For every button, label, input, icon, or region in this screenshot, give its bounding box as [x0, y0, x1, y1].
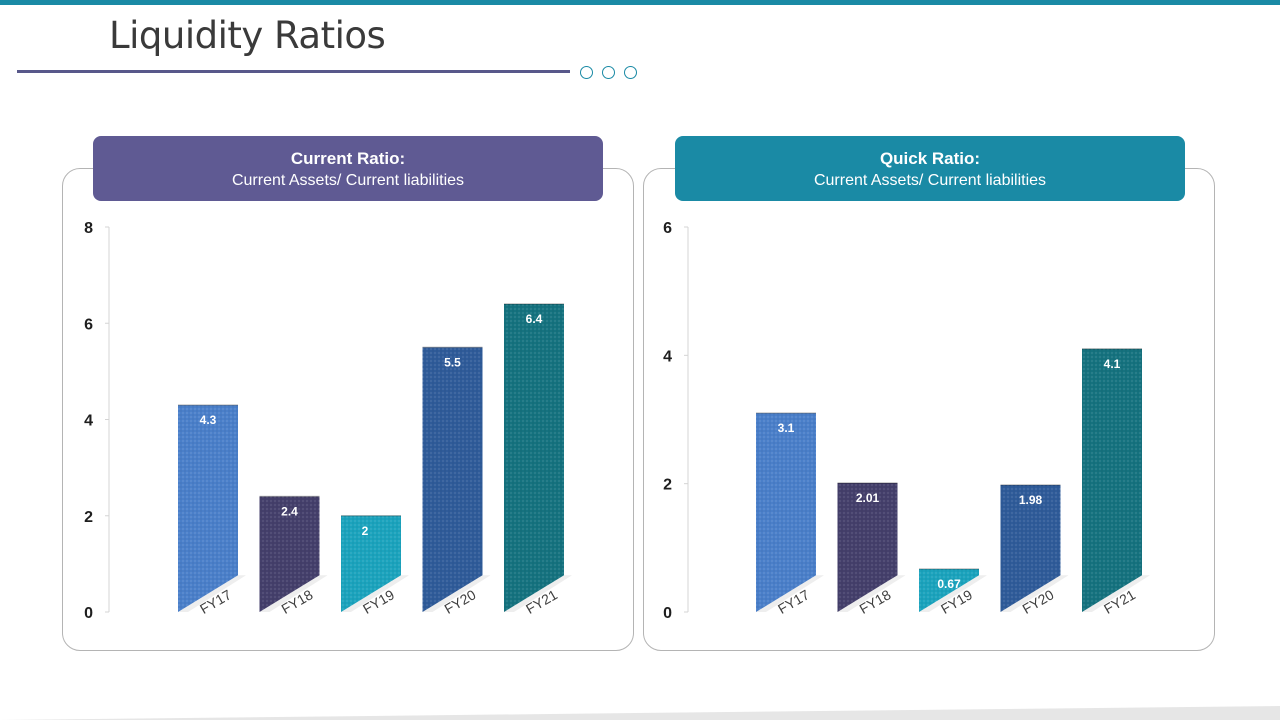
bottom-decor-band: [0, 706, 1280, 720]
y-tick-label: 4: [84, 413, 93, 430]
value-label: 3.1: [778, 421, 795, 435]
y-tick-label: 6: [84, 316, 93, 333]
y-tick-label: 0: [84, 605, 93, 622]
bar-shadow: [756, 575, 824, 612]
value-label: 5.5: [444, 355, 461, 369]
bar-shadow: [1082, 575, 1150, 612]
bar-body: [504, 304, 564, 612]
bar-shadow: [259, 575, 328, 612]
y-tick-label: 2: [663, 477, 672, 494]
bar-shadow: [837, 575, 906, 612]
bar-body: [919, 569, 979, 612]
decor-circle-icon: [580, 66, 593, 79]
value-label: 2.01: [856, 491, 880, 505]
y-tick-label: 4: [663, 348, 672, 365]
y-tick-label: 0: [663, 605, 672, 622]
current-ratio-subtitle: Current Assets/ Current liabilities: [231, 172, 465, 189]
bar-body: [341, 515, 401, 612]
value-label: 1.98: [1019, 493, 1043, 507]
bar-body: [1000, 484, 1061, 612]
bar-shadow: [178, 575, 246, 612]
bar-shadow: [919, 575, 987, 612]
y-tick-label: 2: [84, 509, 93, 526]
value-label: 4.3: [200, 413, 217, 427]
bar-body: [1082, 348, 1142, 612]
title-underline: [17, 70, 570, 73]
bar-body: [178, 405, 238, 612]
bar-shadow: [504, 575, 572, 612]
current-ratio-header: Current Ratio: Current Assets/ Current l…: [93, 136, 603, 201]
value-label: 2.4: [281, 505, 298, 519]
y-tick-label: 8: [84, 220, 93, 237]
decor-circle-icon: [624, 66, 637, 79]
value-label: 6.4: [526, 312, 543, 326]
decor-circle-icon: [602, 66, 615, 79]
bar-shadow: [1000, 575, 1069, 612]
bar-body: [259, 496, 320, 612]
page-title: Liquidity Ratios: [109, 14, 386, 57]
bar-shadow: [422, 575, 491, 612]
value-label: 2: [362, 524, 369, 538]
quick-ratio-header: Quick Ratio: Current Assets/ Current lia…: [675, 136, 1185, 201]
bar-shadow: [341, 575, 409, 612]
value-label: 0.67: [937, 577, 961, 591]
top-accent-stripe: [0, 0, 1280, 5]
bar-body: [422, 347, 483, 612]
current-ratio-title: Current Ratio:: [290, 149, 406, 168]
bar-body: [837, 483, 898, 612]
quick-ratio-subtitle: Current Assets/ Current liabilities: [813, 172, 1047, 189]
value-label: 4.1: [1104, 357, 1121, 371]
quick-ratio-title: Quick Ratio:: [879, 149, 981, 168]
bar-body: [756, 413, 816, 612]
y-tick-label: 6: [663, 220, 672, 237]
